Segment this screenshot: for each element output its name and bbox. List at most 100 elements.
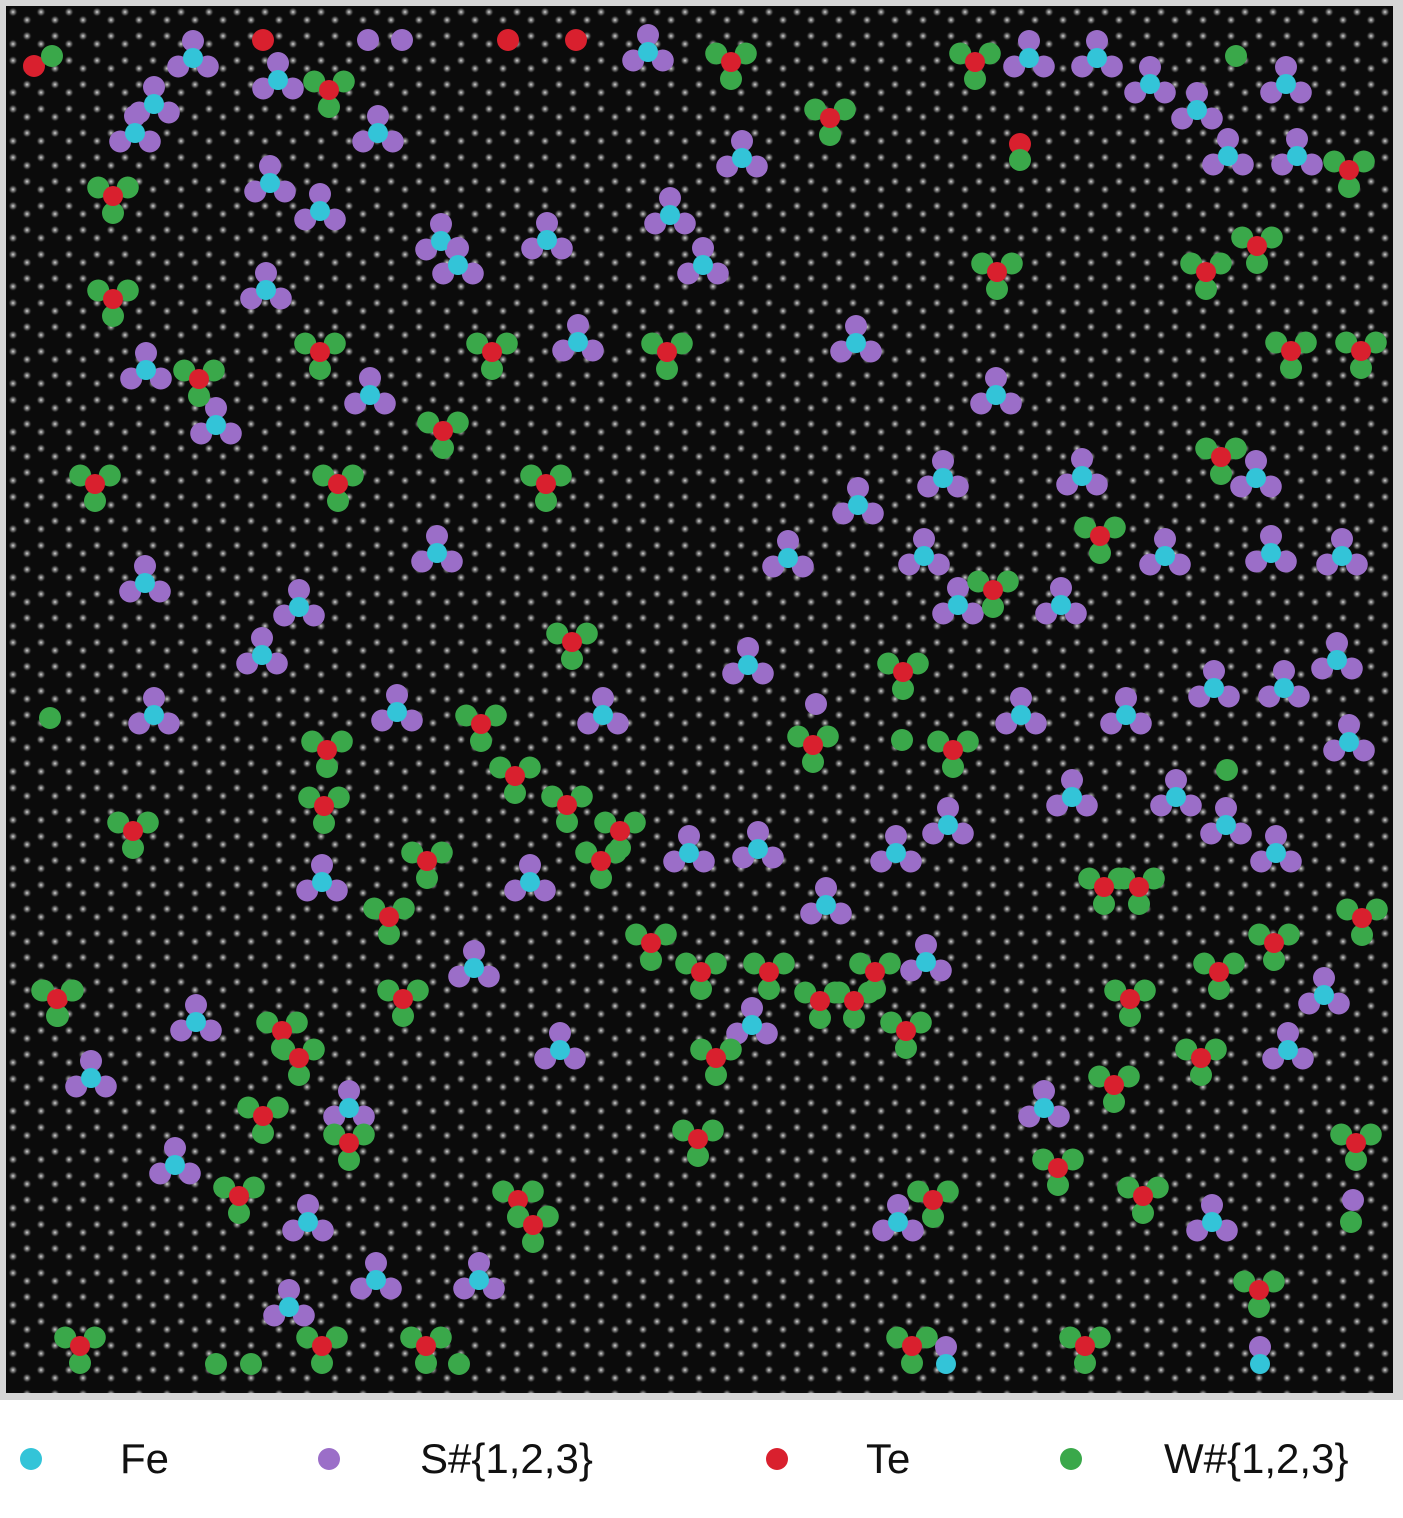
w-marker xyxy=(470,730,492,752)
s-marker xyxy=(932,450,954,472)
w-marker xyxy=(1338,176,1360,198)
w-marker xyxy=(819,124,841,146)
fe-marker xyxy=(256,280,276,300)
te-marker xyxy=(893,662,913,682)
atom-markers xyxy=(23,24,1388,1375)
fe-marker xyxy=(366,1270,386,1290)
s-marker xyxy=(134,555,156,577)
fe-marker xyxy=(848,495,868,515)
fe-marker xyxy=(916,952,936,972)
s-marker xyxy=(885,825,907,847)
te-marker xyxy=(314,796,334,816)
fe-marker xyxy=(431,231,451,251)
s-marker xyxy=(1249,1336,1271,1358)
te-marker xyxy=(536,474,556,494)
s-marker xyxy=(1018,30,1040,52)
fe-marker xyxy=(206,415,226,435)
s-marker xyxy=(124,105,146,127)
s-marker xyxy=(367,105,389,127)
w-marker xyxy=(590,867,612,889)
w-marker xyxy=(205,1353,227,1375)
s-marker xyxy=(741,997,763,1019)
te-marker xyxy=(1094,877,1114,897)
fe-marker xyxy=(1140,74,1160,94)
fe-marker xyxy=(933,468,953,488)
w-marker xyxy=(891,729,913,751)
w-marker xyxy=(986,278,1008,300)
fe-marker xyxy=(387,702,407,722)
te-marker xyxy=(253,1106,273,1126)
w-marker xyxy=(122,837,144,859)
fe-marker xyxy=(1261,543,1281,563)
w-marker xyxy=(432,437,454,459)
te-marker xyxy=(85,474,105,494)
w-marker xyxy=(1225,45,1247,67)
te-marker xyxy=(691,962,711,982)
s-marker xyxy=(1342,1189,1364,1211)
legend-item-fe: Fe xyxy=(20,1400,169,1518)
s-marker xyxy=(1115,687,1137,709)
fe-marker-icon xyxy=(20,1448,42,1470)
s-marker xyxy=(309,183,331,205)
s-marker xyxy=(692,237,714,259)
te-marker xyxy=(987,262,1007,282)
s-marker xyxy=(447,237,469,259)
fe-marker xyxy=(144,94,164,114)
s-marker xyxy=(549,1022,571,1044)
te-marker xyxy=(229,1186,249,1206)
w-marker xyxy=(901,1352,923,1374)
w-marker xyxy=(188,385,210,407)
s-marker xyxy=(815,877,837,899)
w-marker xyxy=(69,1352,91,1374)
fe-marker xyxy=(1072,466,1092,486)
te-marker xyxy=(965,52,985,72)
te-marker xyxy=(417,851,437,871)
fe-marker xyxy=(81,1068,101,1088)
w-marker xyxy=(1210,463,1232,485)
te-marker xyxy=(1191,1048,1211,1068)
te-marker xyxy=(706,1048,726,1068)
s-marker xyxy=(267,52,289,74)
w-marker xyxy=(843,1007,865,1029)
fe-marker xyxy=(279,1297,299,1317)
legend-label-s: S#{1,2,3} xyxy=(420,1435,593,1482)
s-marker xyxy=(1260,525,1282,547)
w-marker xyxy=(656,358,678,380)
te-marker xyxy=(896,1021,916,1041)
s-marker xyxy=(731,130,753,152)
s-marker xyxy=(365,1252,387,1274)
w-marker xyxy=(1009,149,1031,171)
te-marker xyxy=(1120,989,1140,1009)
te-marker xyxy=(923,1190,943,1210)
fe-marker xyxy=(986,385,1006,405)
w-marker xyxy=(561,648,583,670)
te-marker xyxy=(1346,1133,1366,1153)
s-marker xyxy=(468,1252,490,1274)
te-marker xyxy=(339,1133,359,1153)
fe-marker xyxy=(310,201,330,221)
w-marker xyxy=(1128,893,1150,915)
fe-marker xyxy=(183,48,203,68)
fe-marker xyxy=(136,360,156,380)
s-marker xyxy=(338,1080,360,1102)
w-marker xyxy=(481,358,503,380)
te-marker xyxy=(983,580,1003,600)
w-marker xyxy=(1089,542,1111,564)
fe-marker xyxy=(550,1040,570,1060)
s-marker xyxy=(659,187,681,209)
w-marker xyxy=(378,923,400,945)
fe-marker xyxy=(1019,48,1039,68)
fe-marker xyxy=(742,1015,762,1035)
w-marker xyxy=(416,867,438,889)
w-marker xyxy=(338,1149,360,1171)
te-marker xyxy=(865,962,885,982)
s-marker xyxy=(519,854,541,876)
s-marker xyxy=(386,684,408,706)
w-marker xyxy=(802,751,824,773)
s-marker xyxy=(1010,687,1032,709)
s-marker xyxy=(985,367,1007,389)
s-marker xyxy=(1165,769,1187,791)
te-marker xyxy=(1281,341,1301,361)
te-marker xyxy=(497,29,519,51)
s-marker xyxy=(278,1279,300,1301)
